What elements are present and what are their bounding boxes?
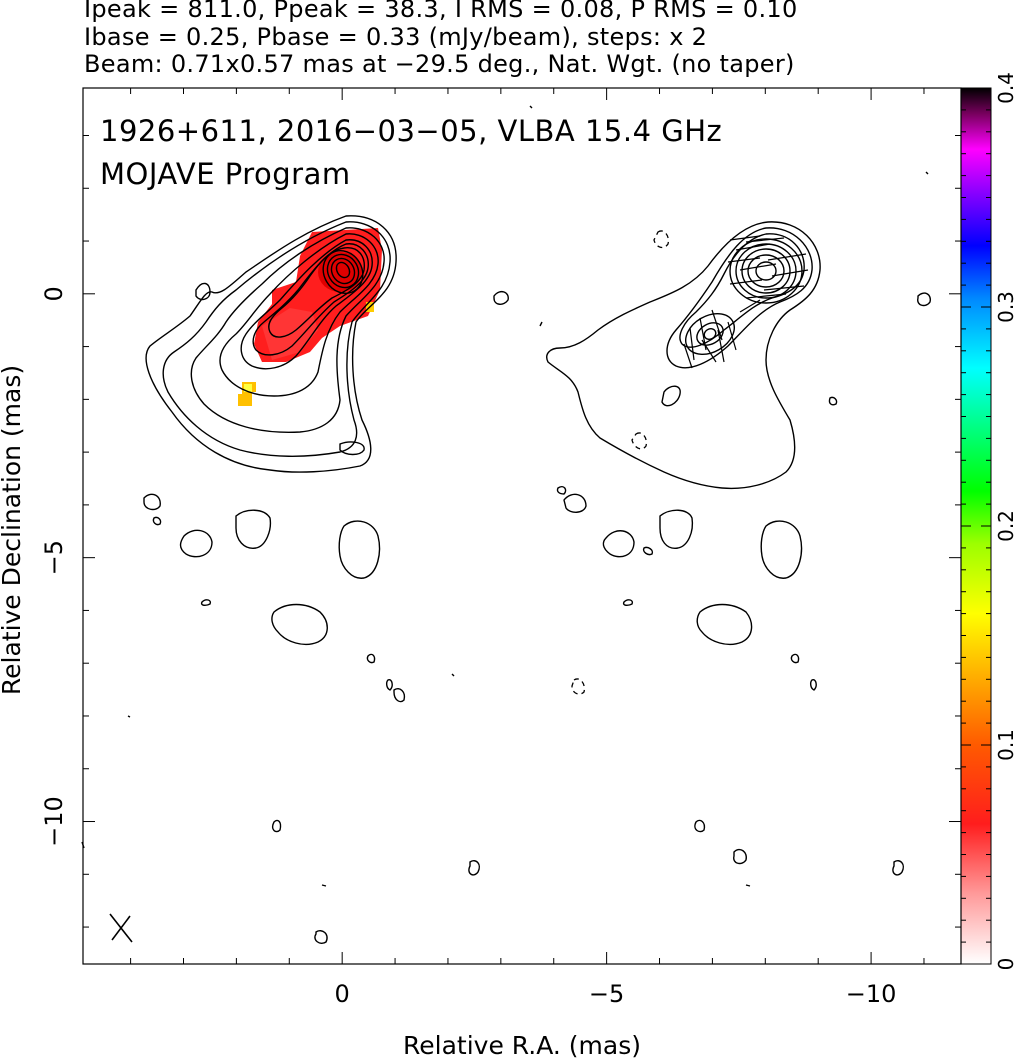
evpa-vectors (683, 235, 809, 369)
header-peak-line: Ipeak = 811.0, Ppeak = 38.3, I RMS = 0.0… (84, 0, 798, 23)
axis-ticks (83, 88, 961, 964)
y-axis-label: Relative Declination (mas) (0, 365, 26, 695)
x-tick-labels: 0 −5 −10 (335, 980, 897, 1008)
header-base-line: Ibase = 0.25, Pbase = 0.33 (mJy/beam), s… (84, 23, 708, 51)
colorbar-ticks (961, 87, 991, 965)
y-tick-labels: 0 −5 −10 (40, 286, 68, 847)
x-tick-label: 0 (335, 980, 350, 1008)
polarization-pixel-yellow (244, 384, 252, 392)
colorbar-tick-label: 0.2 (994, 510, 1018, 542)
left-intensity-contours (81, 215, 480, 944)
x-axis-label: Relative R.A. (mas) (403, 1031, 641, 1060)
header-beam-line: Beam: 0.71x0.57 mas at −29.5 deg., Nat. … (84, 50, 795, 78)
y-tick-label: 0 (40, 286, 68, 301)
colorbar-tick-labels: 0 0.1 0.2 0.3 0.4 (994, 72, 1018, 970)
colorbar-tick-label: 0.1 (994, 729, 1018, 761)
colorbar-tick-label: 0.4 (994, 72, 1018, 104)
negative-contours (571, 230, 670, 695)
x-tick-label: −5 (589, 980, 624, 1008)
plot-subtitle: MOJAVE Program (100, 157, 351, 191)
right-intensity-contours (493, 105, 932, 887)
colorbar-tick-label: 0 (994, 958, 1018, 971)
colorbar-tick-label: 0.3 (994, 291, 1018, 323)
x-tick-label: −10 (846, 980, 897, 1008)
beam-cross-icon (109, 913, 133, 943)
y-tick-label: −5 (40, 540, 68, 575)
plot-frame (82, 87, 962, 965)
y-tick-label: −10 (40, 796, 68, 847)
plot-title: 1926+611, 2016−03−05, VLBA 15.4 GHz (100, 114, 722, 148)
